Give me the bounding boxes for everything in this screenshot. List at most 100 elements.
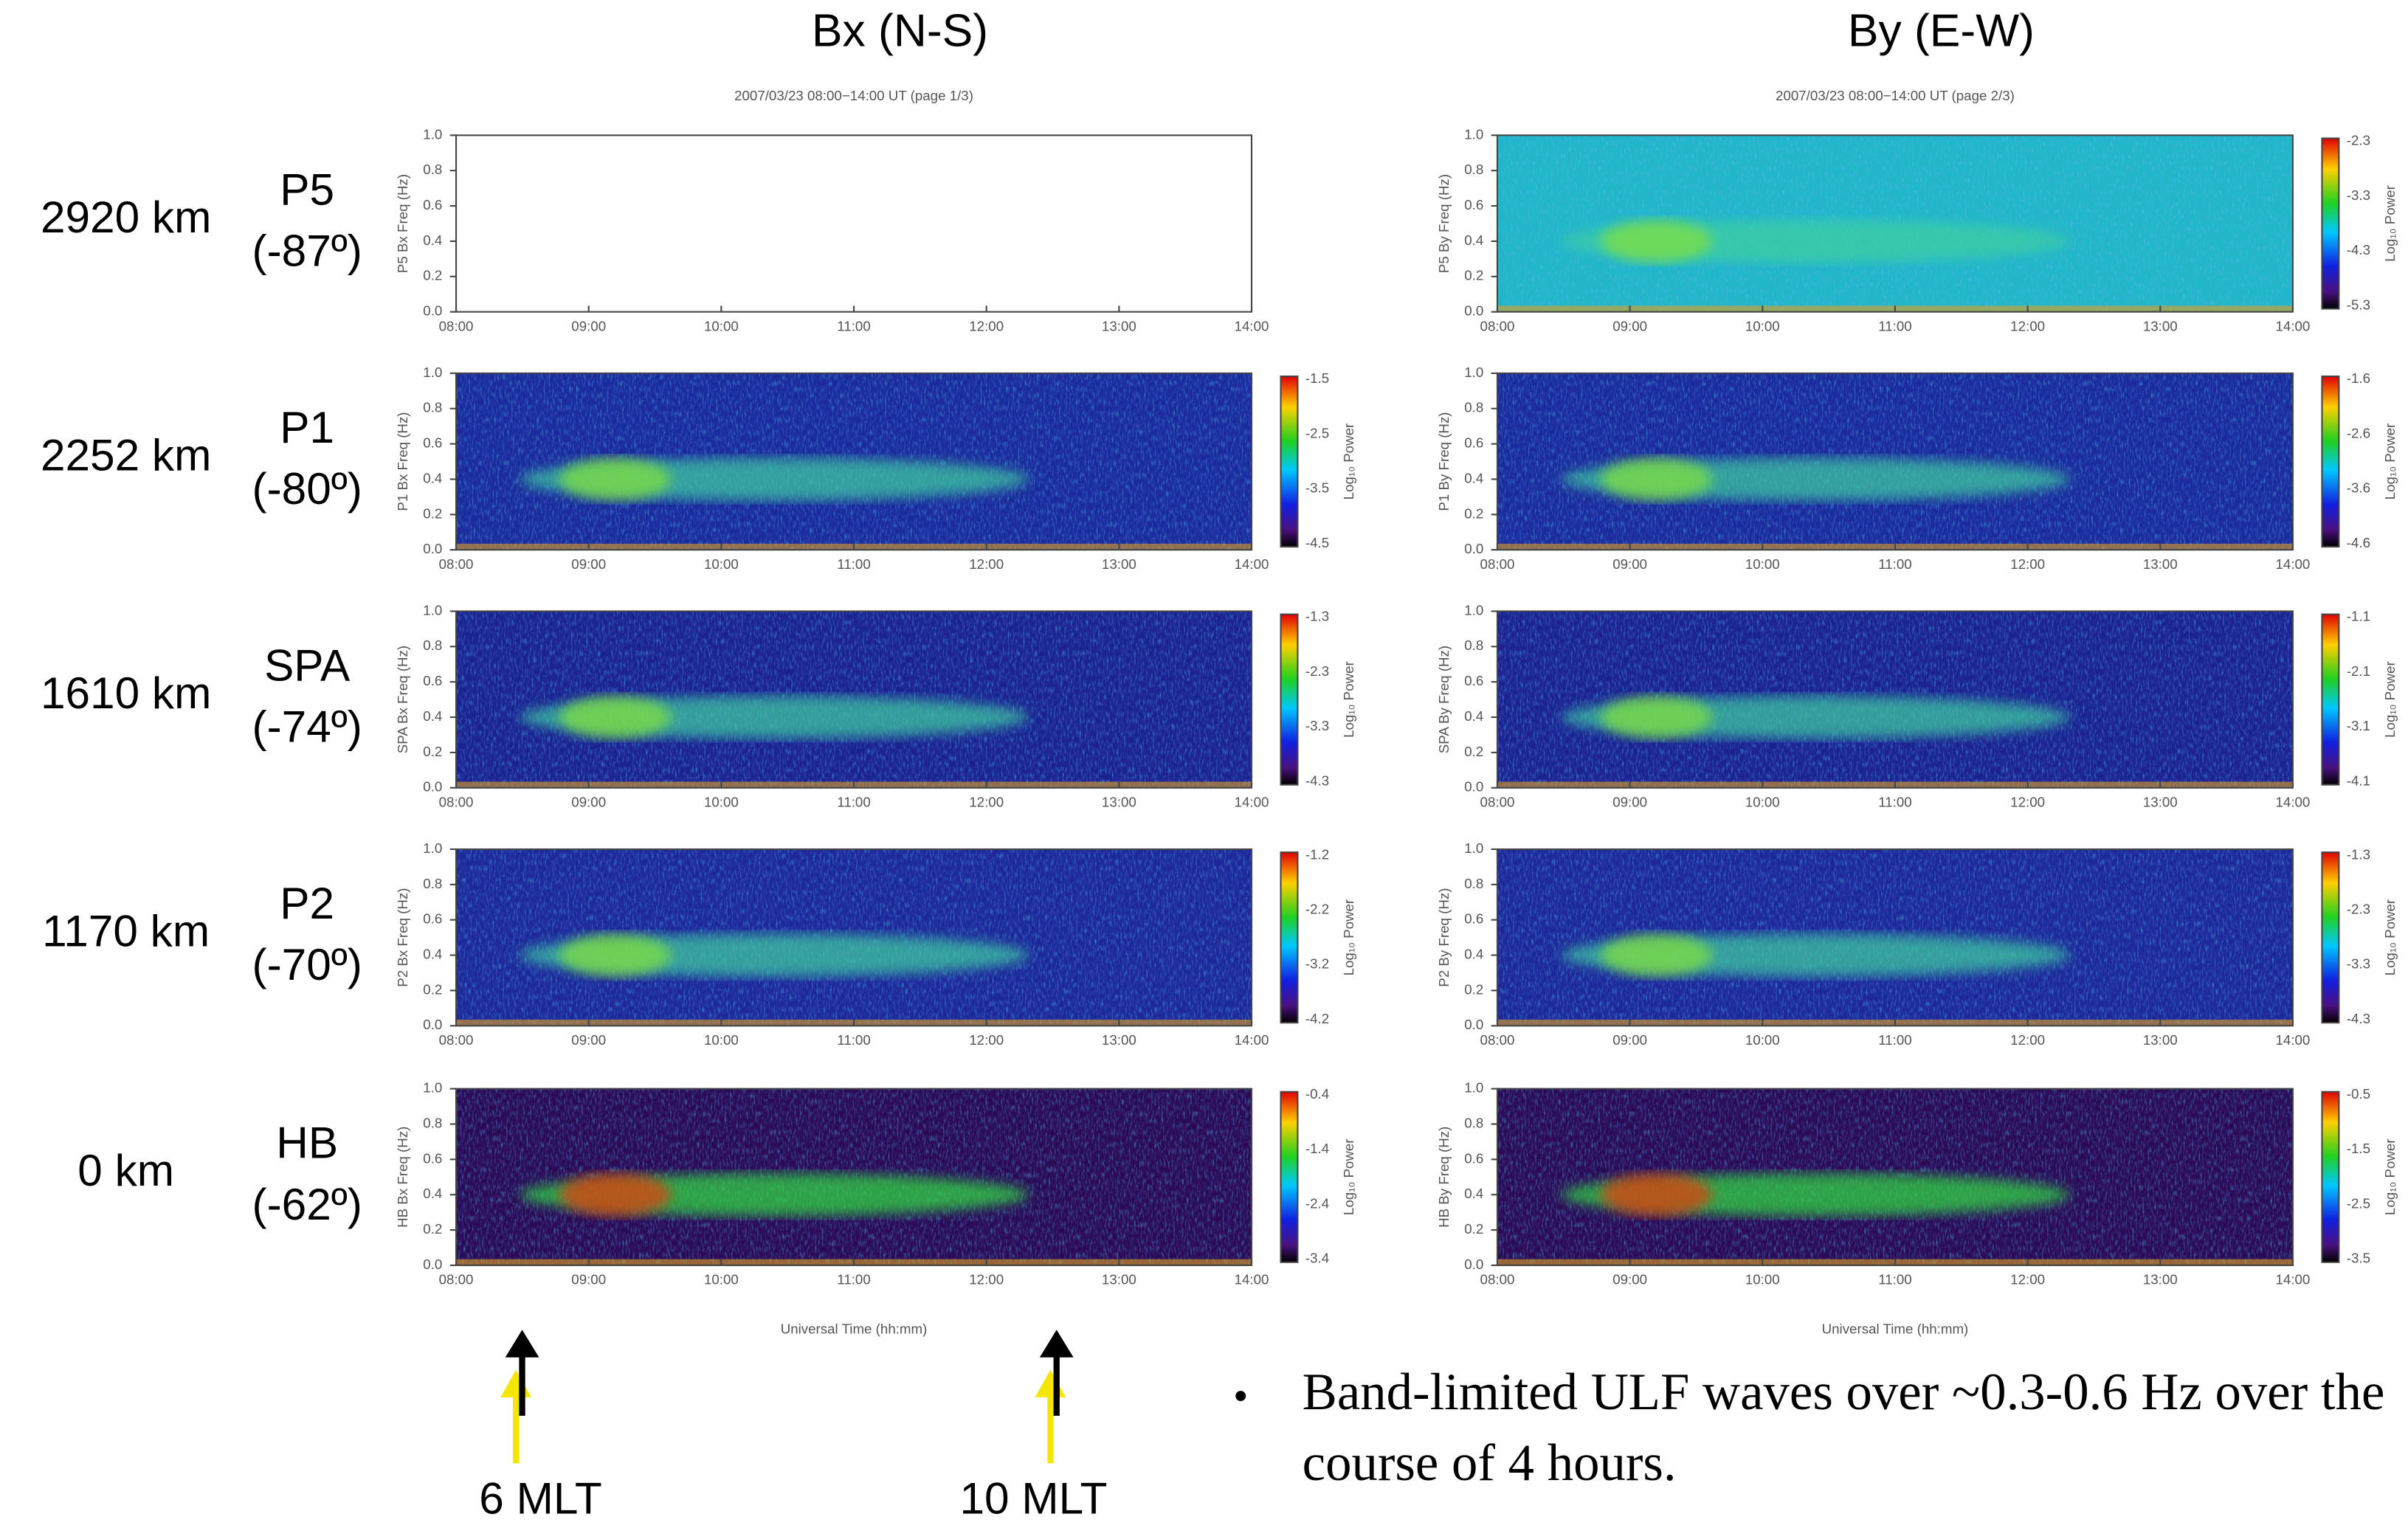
station-latitude: (-70º)	[252, 939, 362, 989]
freq-tick-label: 0.4	[1464, 470, 1483, 485]
station-altitude: 2920 km	[41, 192, 211, 242]
colorbar-tick-label: -1.3	[2347, 846, 2370, 862]
freq-tick-label: 1.0	[1464, 1080, 1483, 1096]
time-tick-label: 10:00	[1745, 1272, 1780, 1287]
time-tick-label: 12:00	[969, 1272, 1004, 1287]
freq-tick-label: 0.8	[1464, 876, 1483, 891]
colorbar-label: Log₁₀ Power	[2382, 661, 2398, 738]
column-subtitle: 2007/03/23 08:00−14:00 UT (page 1/3)	[734, 88, 973, 103]
time-tick-label: 10:00	[1745, 1032, 1780, 1048]
wave-core	[1601, 696, 1713, 739]
colorbar-tick-label: -2.5	[1305, 425, 1329, 440]
time-tick-label: 08:00	[1480, 318, 1515, 333]
freq-axis-label: HB By Freq (Hz)	[1436, 1127, 1452, 1228]
x-axis-label: Universal Time (hh:mm)	[1822, 1321, 1969, 1336]
colorbar-tick-label: -2.6	[2347, 425, 2370, 440]
colorbar-tick-label: -4.3	[2347, 242, 2370, 257]
freq-tick-label: 0.2	[423, 268, 442, 283]
spectrogram	[1497, 848, 2293, 1026]
wave-core	[559, 457, 672, 501]
freq-axis-label: P5 By Freq (Hz)	[1436, 174, 1452, 273]
colorbar-tick-label: -1.5	[1305, 370, 1329, 386]
freq-tick-label: 1.0	[423, 602, 442, 618]
time-tick-label: 10:00	[704, 318, 739, 333]
colorbar-tick-label: -2.2	[1305, 901, 1329, 916]
colorbar	[2321, 137, 2340, 310]
time-tick-label: 14:00	[1235, 1272, 1269, 1287]
time-tick-label: 12:00	[2010, 318, 2045, 333]
time-tick-label: 12:00	[969, 1032, 1004, 1048]
time-tick-label: 14:00	[1235, 318, 1269, 333]
bullet-dot: •	[1233, 1372, 1248, 1420]
colorbar-tick-label: -2.4	[1305, 1195, 1329, 1211]
colorbar-tick-label: -1.4	[1305, 1141, 1329, 1156]
colorbar-tick-label: -1.2	[1305, 846, 1329, 862]
time-tick-label: 11:00	[1878, 556, 1911, 572]
time-tick-label: 12:00	[2010, 1272, 2045, 1287]
time-tick-label: 10:00	[1745, 795, 1780, 810]
time-tick-label: 12:00	[2010, 1032, 2045, 1048]
arrow-black-head	[505, 1330, 539, 1358]
freq-tick-label: 0.6	[423, 435, 442, 451]
wave-core	[559, 933, 672, 977]
freq-tick-label: 0.2	[423, 505, 442, 521]
arrow-label: 6 MLT	[479, 1473, 601, 1523]
station-altitude: 1610 km	[41, 668, 211, 718]
arrow-label: 10 MLT	[959, 1473, 1107, 1523]
freq-tick-label: 0.6	[1464, 197, 1483, 212]
arrow-yellow-head	[500, 1369, 532, 1397]
freq-tick-label: 1.0	[1464, 602, 1483, 618]
freq-tick-label: 0.4	[1464, 708, 1483, 724]
freq-tick-label: 0.4	[1464, 1186, 1483, 1201]
time-tick-label: 08:00	[439, 1032, 474, 1048]
freq-axis-label: SPA Bx Freq (Hz)	[395, 646, 410, 753]
wave-core	[1601, 220, 1713, 263]
bullet-line: course of 4 hours.	[1303, 1434, 1677, 1492]
time-tick-label: 14:00	[2276, 1272, 2311, 1287]
colorbar-label: Log₁₀ Power	[2382, 185, 2398, 262]
freq-tick-label: 1.0	[423, 364, 442, 380]
colorbar-tick-label: -3.6	[2347, 480, 2370, 496]
wave-core	[559, 696, 672, 739]
time-tick-label: 10:00	[704, 1032, 739, 1048]
spectrogram	[456, 848, 1252, 1026]
freq-tick-label: 0.0	[1464, 779, 1483, 795]
time-tick-label: 09:00	[1612, 795, 1647, 810]
column-title: By (E-W)	[1848, 4, 2035, 56]
freq-tick-label: 0.2	[423, 744, 442, 759]
colorbar-label: Log₁₀ Power	[2382, 1138, 2398, 1215]
time-tick-label: 09:00	[1612, 1272, 1647, 1287]
time-tick-label: 14:00	[1235, 795, 1269, 810]
time-tick-label: 13:00	[1102, 318, 1136, 333]
freq-axis-label: SPA By Freq (Hz)	[1436, 646, 1452, 753]
time-tick-label: 14:00	[2276, 556, 2311, 572]
freq-axis-label: P2 Bx Freq (Hz)	[395, 888, 410, 987]
freq-tick-label: 0.2	[1464, 505, 1483, 521]
time-tick-label: 09:00	[571, 795, 606, 810]
time-tick-label: 08:00	[1480, 1272, 1515, 1287]
colorbar-tick-label: -2.3	[2347, 133, 2370, 148]
colorbar-tick-label: -4.2	[1305, 1011, 1329, 1026]
time-tick-label: 14:00	[2276, 1032, 2311, 1048]
time-tick-label: 11:00	[837, 556, 870, 572]
freq-tick-label: 1.0	[1464, 840, 1483, 856]
freq-tick-label: 0.8	[423, 162, 442, 177]
freq-axis-label: P5 Bx Freq (Hz)	[395, 174, 410, 273]
freq-tick-label: 1.0	[423, 1080, 442, 1096]
colorbar-tick-label: -2.5	[2347, 1195, 2370, 1211]
station-altitude: 1170 km	[42, 905, 210, 955]
colorbar	[2321, 376, 2340, 548]
time-tick-label: 14:00	[1235, 1032, 1269, 1048]
colorbar	[1280, 1090, 1299, 1263]
freq-tick-label: 0.4	[423, 1186, 442, 1201]
time-tick-label: 13:00	[1102, 795, 1136, 810]
spectrogram	[1497, 373, 2293, 550]
freq-tick-label: 0.8	[423, 637, 442, 653]
station-name: P1	[280, 402, 334, 452]
freq-tick-label: 0.0	[1464, 541, 1483, 556]
freq-tick-label: 0.0	[1464, 1256, 1483, 1272]
time-tick-label: 08:00	[439, 318, 474, 333]
colorbar-tick-label: -1.3	[1305, 609, 1329, 624]
